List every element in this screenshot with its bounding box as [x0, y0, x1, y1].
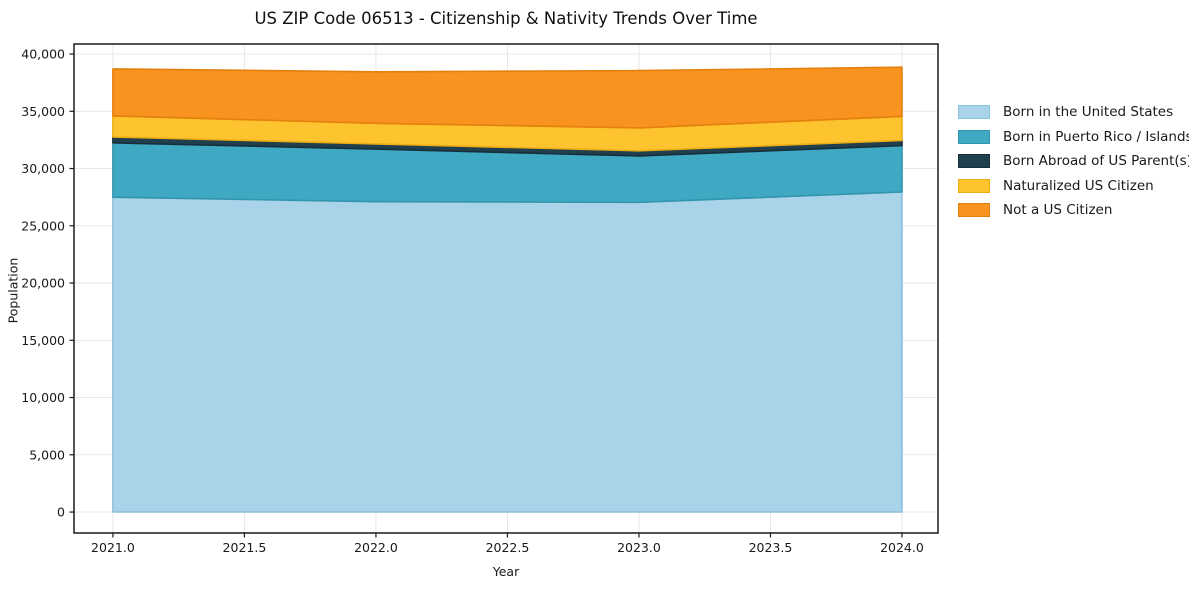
legend-item: Not a US Citizen [958, 198, 1189, 223]
y-tick-label: 35,000 [21, 104, 65, 119]
y-tick-label: 40,000 [21, 47, 65, 62]
x-axis-label: Year [492, 564, 520, 579]
area-series-0 [112, 191, 903, 513]
legend-swatch-born-in-puerto-rico [958, 129, 990, 144]
legend-label: Born in the United States [1003, 104, 1174, 121]
x-tick-label: 2022.0 [354, 540, 398, 555]
y-axis-label: Population [5, 257, 21, 324]
y-tick-label: 20,000 [21, 276, 65, 291]
x-tick-label: 2023.0 [617, 540, 661, 555]
y-tick-label: 30,000 [21, 161, 65, 176]
y-tick-label: 15,000 [21, 333, 65, 348]
x-tick-label: 2024.0 [880, 540, 924, 555]
legend-item: Naturalized US Citizen [958, 174, 1189, 199]
legend-label: Born in Puerto Rico / Islands [1003, 128, 1189, 145]
legend-swatch-born-abroad [958, 154, 990, 169]
y-tick-label: 25,000 [21, 218, 65, 233]
y-tick-label: 0 [57, 505, 65, 520]
x-tick-label: 2021.0 [91, 540, 135, 555]
x-tick-label: 2021.5 [223, 540, 267, 555]
y-tick-label: 10,000 [21, 390, 65, 405]
legend-item: Born in the United States [958, 100, 1189, 125]
x-tick-label: 2023.5 [749, 540, 793, 555]
legend-item: Born Abroad of US Parent(s) [958, 149, 1189, 174]
legend-swatch-not-citizen [958, 203, 990, 218]
area-series-4 [112, 66, 903, 129]
legend: Born in the United States Born in Puerto… [958, 100, 1189, 223]
legend-item: Born in Puerto Rico / Islands [958, 125, 1189, 150]
plot-frame [73, 43, 939, 534]
legend-swatch-naturalized [958, 178, 990, 193]
legend-label: Not a US Citizen [1003, 202, 1113, 219]
legend-swatch-born-in-us [958, 105, 990, 120]
legend-label: Naturalized US Citizen [1003, 177, 1154, 194]
y-tick-label: 5,000 [29, 447, 65, 462]
x-tick-label: 2022.5 [486, 540, 530, 555]
chart-title: US ZIP Code 06513 - Citizenship & Nativi… [254, 9, 758, 28]
legend-label: Born Abroad of US Parent(s) [1003, 153, 1189, 170]
